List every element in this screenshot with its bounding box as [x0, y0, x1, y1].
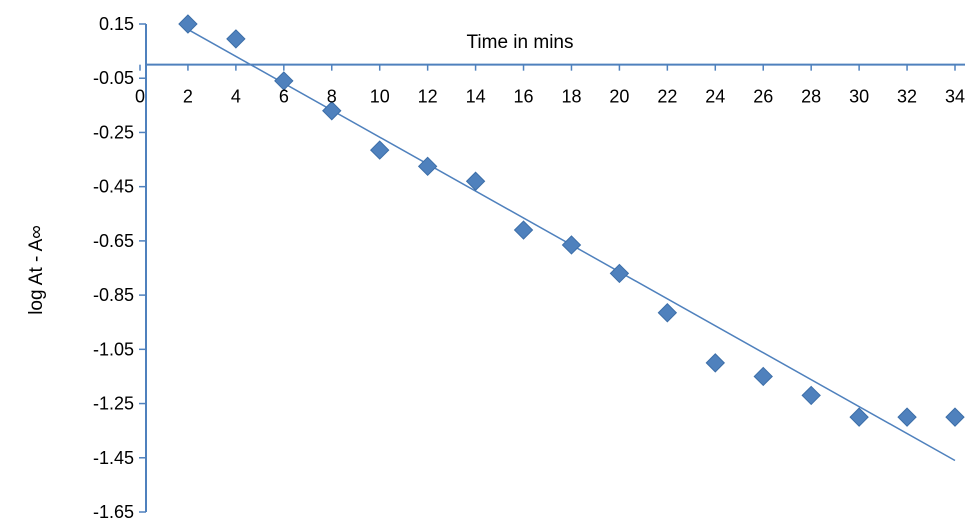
data-point-diamond	[465, 171, 486, 191]
x-tick-label: 34	[945, 87, 965, 107]
x-axis-title: Time in mins	[467, 32, 574, 53]
data-point-diamond	[753, 366, 773, 387]
x-tick-label: 8	[327, 87, 337, 107]
x-tick-label: 26	[753, 87, 773, 107]
x-tick-label: 18	[561, 87, 581, 107]
data-point-diamond	[801, 385, 821, 406]
data-point-diamond	[609, 263, 630, 284]
x-tick-label: 2	[183, 87, 193, 107]
data-point-diamond	[322, 101, 342, 121]
y-tick-label: -0.65	[93, 231, 134, 251]
x-tick-label: 32	[897, 87, 917, 107]
axes	[139, 23, 965, 513]
x-tick-label: 6	[279, 87, 289, 107]
data-point-diamond	[561, 235, 582, 255]
data-point-diamond	[513, 220, 534, 240]
x-tick-label: 12	[418, 87, 438, 107]
data-point-diamond	[705, 353, 726, 373]
data-point-diamond	[178, 14, 198, 34]
y-tick-label: -1.05	[93, 339, 134, 359]
data-point-diamond	[226, 29, 246, 49]
x-tick-label: 10	[370, 87, 390, 107]
y-tick-label: -0.25	[93, 122, 134, 142]
y-tick-label: -0.85	[93, 285, 134, 305]
y-tick-label: -0.45	[93, 177, 134, 197]
data-point-diamond	[945, 407, 965, 427]
x-tick-label: 20	[609, 87, 629, 107]
data-point-diamond	[274, 71, 294, 91]
tick-labels: 0.15 -0.05 -0.25 -0.45 -0.65 -0.85 -1.05 -1.25 -…	[93, 14, 965, 519]
y-tick-label: -1.25	[93, 394, 134, 414]
x-tick-label: 14	[466, 87, 486, 107]
data-point-diamond	[417, 156, 438, 177]
x-tick-label: 0	[135, 87, 145, 107]
x-tick-label: 24	[705, 87, 725, 107]
y-axis-title: log At - A∞	[26, 225, 47, 315]
data-point-diamond	[849, 407, 869, 427]
x-tick-label: 4	[231, 87, 241, 107]
data-point-diamond	[897, 407, 917, 427]
y-tick-label: -1.65	[93, 502, 134, 519]
data-point-diamond	[369, 140, 390, 160]
x-tick-label: 16	[514, 87, 534, 107]
y-tick-label: -0.05	[93, 68, 134, 88]
data-points	[178, 14, 965, 427]
y-tick-label: -1.45	[93, 448, 134, 468]
x-tick-label: 22	[657, 87, 677, 107]
x-tick-label: 30	[849, 87, 869, 107]
y-tick-label: 0.15	[99, 14, 134, 34]
x-tick-label: 28	[801, 87, 821, 107]
data-point-diamond	[657, 303, 678, 323]
